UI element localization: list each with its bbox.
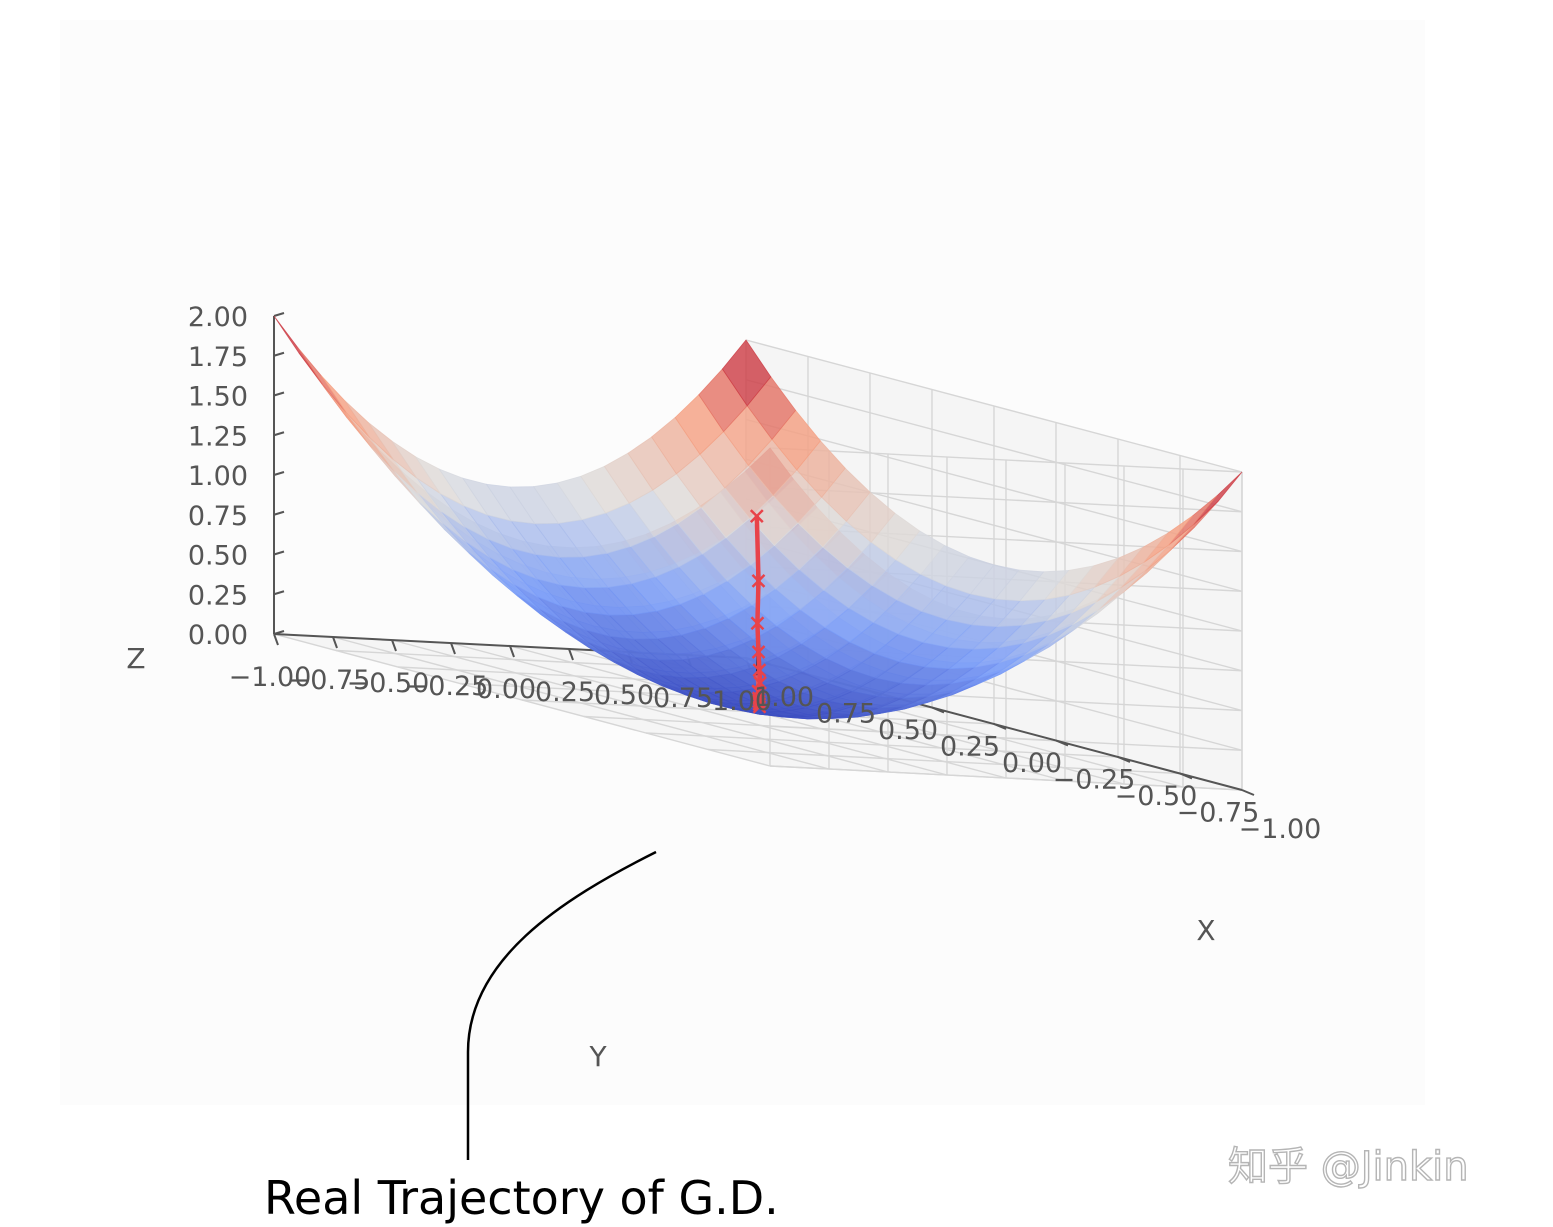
trajectory-marker: [752, 699, 767, 714]
z-tick-label: 1.75: [188, 342, 248, 373]
z-tick-mark: [273, 312, 285, 317]
trajectory-marker: [752, 694, 766, 709]
axis-lines: [273, 312, 1255, 796]
trajectory-marker: [749, 509, 764, 523]
z-tick-label: 2.00: [188, 302, 248, 333]
x-tick-label: 1.00: [754, 682, 814, 713]
y-tick-label: −0.75: [288, 665, 371, 696]
y-tick-label: 0.50: [594, 680, 654, 711]
x-tick-label: −0.25: [1053, 765, 1136, 796]
y-tick-mark: [332, 636, 338, 649]
x-tick-mark: [1117, 756, 1131, 763]
x-axis-label: X: [1196, 914, 1215, 947]
y-tick-label: 1.00: [712, 686, 772, 717]
trajectory-marker: [752, 663, 767, 677]
grid-line: [745, 418, 1243, 553]
z-tick-label: 1.25: [188, 421, 248, 452]
y-tick-mark: [509, 645, 515, 658]
z-axis-label: Z: [126, 642, 145, 675]
z-tick-mark: [273, 391, 285, 397]
z-tick-label: 0.50: [188, 541, 248, 572]
z-tick-mark: [273, 431, 285, 437]
y-tick-label: −0.25: [406, 671, 489, 702]
y-tick-mark: [273, 633, 279, 646]
x-tick-label: −0.50: [1115, 781, 1198, 812]
y-tick-label: −0.50: [347, 668, 430, 699]
y-tick-mark: [391, 639, 397, 652]
x-tick-mark: [993, 723, 1007, 730]
y-tick-mark: [450, 642, 456, 655]
y-axis-label: Y: [588, 1040, 607, 1073]
z-tick-label: 1.00: [188, 461, 248, 492]
x-tick-label: 0.00: [1002, 748, 1062, 779]
z-tick-mark: [273, 550, 285, 556]
z-tick-mark: [273, 590, 285, 596]
x-tick-mark: [1055, 739, 1069, 747]
grid-line: [745, 339, 1243, 473]
x-tick-mark: [1241, 789, 1255, 796]
x-tick-mark: [931, 706, 945, 714]
grid-line: [769, 447, 1243, 473]
x-tick-label: −1.00: [1239, 814, 1322, 845]
annotation-text: Real Trajectory of G.D.: [264, 1171, 779, 1225]
trajectory-marker: [751, 574, 766, 588]
z-tick-mark: [273, 510, 285, 516]
x-tick-label: 0.50: [878, 715, 938, 746]
z-tick-label: 0.25: [188, 580, 248, 611]
annotation-arrow: [466, 850, 657, 1160]
tick-labels: 1.001.002.000.750.751.750.500.501.500.25…: [188, 302, 1322, 845]
watermark: 知乎 @Jinkin: [1228, 1144, 1469, 1190]
grid-line: [745, 379, 1243, 513]
z-tick-mark: [273, 351, 285, 357]
y-tick-label: 0.25: [535, 677, 595, 708]
z-tick-mark: [273, 630, 285, 635]
x-tick-mark: [1179, 772, 1193, 780]
surface-patch: [721, 339, 772, 407]
x-tick-label: −0.75: [1177, 798, 1260, 829]
y-tick-label: −1.00: [229, 662, 312, 693]
x-tick-label: 0.75: [816, 699, 876, 730]
z-tick-mark: [273, 471, 285, 476]
z-tick-label: 0.75: [188, 501, 248, 532]
y-tick-label: 0.75: [653, 683, 713, 714]
y-tick-label: 0.00: [476, 674, 536, 705]
z-tick-label: 0.00: [188, 620, 248, 651]
y-tick-mark: [568, 648, 574, 661]
x-tick-label: 0.25: [940, 732, 1000, 763]
trajectory-marker: [750, 616, 765, 631]
surface: [273, 315, 1243, 720]
trajectory-marker: [751, 645, 766, 659]
z-tick-label: 1.50: [188, 382, 248, 413]
trajectory: [749, 509, 767, 714]
trajectory-marker: [752, 697, 767, 711]
